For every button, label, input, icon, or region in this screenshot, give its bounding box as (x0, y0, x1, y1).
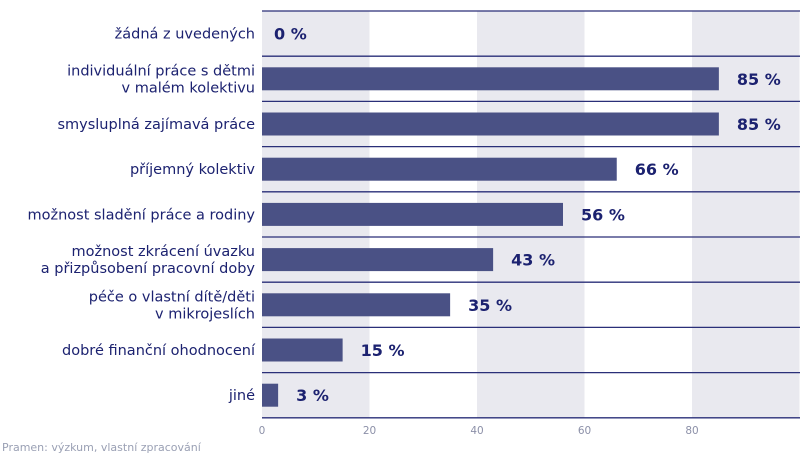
source-note: Pramen: výzkum, vlastní zpracování (2, 441, 201, 454)
value-label: 85 % (737, 115, 781, 134)
bar (262, 67, 719, 91)
value-label: 3 % (296, 386, 329, 405)
value-label: 43 % (511, 251, 555, 270)
category-label: jiné (228, 388, 255, 404)
category-label: smysluplná zajímavá práce (57, 117, 255, 133)
bars (262, 67, 719, 407)
category-label: žádná z uvedených (115, 27, 255, 43)
category-label: příjemný kolektiv (130, 162, 255, 178)
bar (262, 157, 617, 181)
value-label: 85 % (737, 70, 781, 89)
bar (262, 383, 279, 407)
row-dividers (262, 10, 800, 419)
value-label: 15 % (361, 341, 405, 360)
category-labels: žádná z uvedených individuální práce s dě… (27, 27, 255, 405)
value-label: 66 % (635, 160, 679, 179)
bar (262, 293, 451, 317)
category-label: možnost zkrácení úvazku a přizpůsobení pr… (41, 244, 256, 277)
bar (262, 248, 494, 272)
x-axis-ticks: 0 20 40 60 80 (259, 425, 699, 437)
value-labels: 0 % 85 % 85 % 66 % 56 % 43 % 35 % 15 % 3 % (274, 25, 781, 406)
category-label: individuální práce s dětmi v malém kolekt… (67, 63, 255, 96)
x-tick-label: 0 (259, 425, 266, 437)
category-label: možnost sladění práce a rodiny (27, 207, 255, 223)
category-label: péče o vlastní dítě/děti v mikrojeslích (89, 289, 255, 322)
category-label: dobré finanční ohodnocení (62, 343, 256, 359)
x-tick-label: 40 (470, 425, 483, 437)
bar (262, 338, 343, 362)
value-label: 35 % (468, 296, 512, 315)
x-tick-label: 60 (578, 425, 591, 437)
value-label: 0 % (274, 25, 307, 44)
bar (262, 202, 563, 226)
bar (262, 112, 719, 136)
x-tick-label: 20 (363, 425, 376, 437)
value-label: 56 % (581, 205, 625, 224)
x-tick-label: 80 (685, 425, 698, 437)
